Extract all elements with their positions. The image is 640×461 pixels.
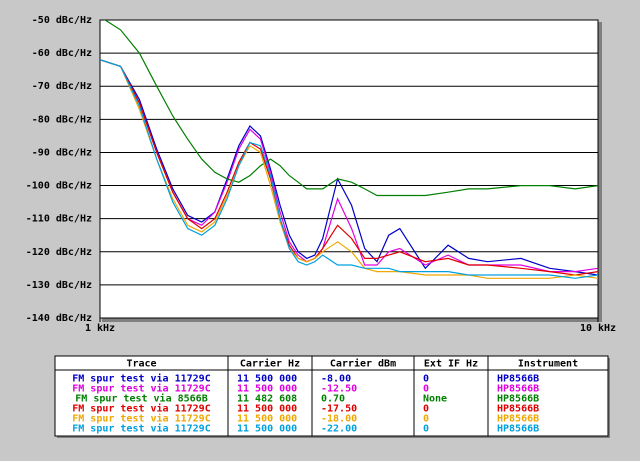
trace-line	[104, 20, 598, 197]
table-cell: HP8566B	[497, 424, 539, 435]
table-cell: FM spur test via 11729C	[72, 403, 210, 415]
table-cell: HP8566B	[497, 404, 539, 415]
x-tick-label: 10 kHz	[580, 323, 616, 334]
trace-line	[100, 59, 598, 279]
table-header: Ext IF Hz	[424, 359, 478, 370]
y-tick-label: -60 dBc/Hz	[32, 48, 92, 59]
y-tick-label: -90 dBc/Hz	[32, 147, 92, 158]
table-cell: -12.50	[321, 384, 357, 395]
y-tick-label: -140 dBc/Hz	[26, 313, 92, 324]
y-tick-label: -80 dBc/Hz	[32, 114, 92, 125]
y-tick-label: -130 dBc/Hz	[26, 280, 92, 291]
table-cell: FM spur test via 11729C	[72, 383, 210, 395]
table-cell: -17.50	[321, 404, 357, 415]
table-header: Carrier dBm	[330, 358, 396, 370]
table-cell: 11 500 000	[237, 384, 297, 395]
table-cell: 0	[423, 374, 429, 385]
table-cell: HP8566B	[497, 414, 539, 425]
y-tick-label: -100 dBc/Hz	[26, 181, 92, 192]
table-cell: 11 482 608	[237, 394, 297, 405]
table-cell: FM spur test via 11729C	[72, 423, 210, 435]
table-cell: 0	[423, 404, 429, 415]
table-cell: -8.00	[321, 374, 351, 385]
trace-line	[100, 59, 598, 279]
y-tick-label: -110 dBc/Hz	[26, 214, 92, 225]
table-cell: FM spur test via 11729C	[72, 373, 210, 385]
table-cell: HP8566B	[497, 394, 539, 405]
table-cell: 0.70	[321, 394, 345, 405]
table-cell: 0	[423, 384, 429, 395]
plot-area	[99, 19, 599, 319]
table-cell: FM spur test via 11729C	[72, 413, 210, 425]
table	[54, 355, 609, 437]
table-header: Carrier Hz	[240, 358, 300, 370]
table-cell: -18.00	[321, 414, 357, 425]
table-cell: 11 500 000	[237, 404, 297, 415]
table-header: Trace	[126, 359, 156, 370]
x-tick-label: 1 kHz	[85, 323, 115, 334]
table-cell: -22.00	[321, 424, 357, 435]
table-cell: 11 500 000	[237, 374, 297, 385]
y-tick-label: -70 dBc/Hz	[32, 81, 92, 92]
table-cell: HP8566B	[497, 374, 539, 385]
table-header: Instrument	[518, 359, 578, 370]
table-cell: FM spur test via 8566B	[75, 393, 207, 405]
table-cell: 0	[423, 424, 429, 435]
y-tick-label: -120 dBc/Hz	[26, 247, 92, 258]
table-cell: 0	[423, 414, 429, 425]
trace-line	[100, 59, 598, 276]
table-cell: 11 500 000	[237, 424, 297, 435]
table-cell: HP8566B	[497, 384, 539, 395]
table-cell: 11 500 000	[237, 414, 297, 425]
table-cell: None	[423, 394, 447, 405]
y-tick-label: -50 dBc/Hz	[32, 15, 92, 26]
